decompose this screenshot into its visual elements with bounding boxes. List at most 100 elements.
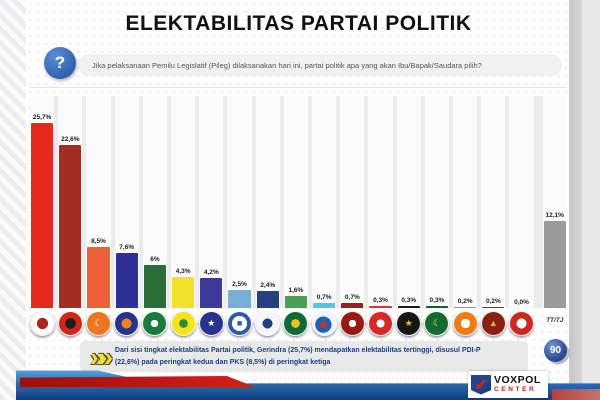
survey-question-pill: Jika pelaksanaan Pemilu Legislatif (Pile… xyxy=(78,54,562,76)
bar-value-label: 0,3% xyxy=(429,297,445,304)
lower-third-red-stripe xyxy=(20,376,255,387)
gerindra-logo xyxy=(29,311,55,336)
hanura-logo xyxy=(339,311,365,336)
bar xyxy=(200,278,223,308)
chart-column: 7,6% xyxy=(114,96,140,345)
right-edge-margin xyxy=(582,0,600,400)
chart-column: 12,1% TT/TJ xyxy=(542,96,567,345)
chart-column: 0,2% ▲ xyxy=(480,96,506,345)
bar-value-label: 0,2% xyxy=(457,298,473,305)
column-plot-area: 2,5% xyxy=(227,96,252,308)
divider-line xyxy=(30,87,567,88)
pan-logo: ■ xyxy=(227,311,253,336)
column-plot-area: 0,2% xyxy=(453,96,478,308)
pbb-logo: ☾ xyxy=(424,311,450,336)
bar xyxy=(397,306,420,308)
chart-column: 6% xyxy=(142,96,168,345)
bar-value-label: 0,3% xyxy=(373,297,388,304)
chart-column: 4,3% xyxy=(170,96,196,345)
column-plot-area: 0,7% xyxy=(340,96,365,308)
diagonal-stripes-decoration xyxy=(0,0,26,400)
conclusion-note: »» Dari sisi tingkat elektabilitas Parta… xyxy=(80,341,528,372)
chart-column: 0,3% ★ xyxy=(396,96,422,345)
bar xyxy=(454,307,477,308)
ummat-logo: ★ xyxy=(396,311,422,336)
bar-chart: 25,7% 22,6% 8,5% ☾ xyxy=(29,96,567,345)
chart-column: 22,6% xyxy=(57,96,83,345)
page-number-badge: 90 xyxy=(544,339,567,362)
bar-value-label: 4,3% xyxy=(175,268,191,275)
buruh-logo xyxy=(452,311,478,336)
party-logo-glyph: ▲ xyxy=(488,318,498,328)
bar xyxy=(256,291,279,308)
chart-column: 0,7% xyxy=(311,96,337,345)
bar-value-label: 0,3% xyxy=(401,297,417,304)
bar-value-label: 2,5% xyxy=(232,281,247,288)
bar-value-label: 0,7% xyxy=(316,294,332,301)
chart-column: 4,2% ★ xyxy=(198,96,224,345)
chart-column: 1,6% xyxy=(283,96,309,345)
column-plot-area: 4,2% xyxy=(199,96,224,308)
chart-column: 0,3% ☾ xyxy=(424,96,450,345)
gelora-logo xyxy=(311,311,337,336)
pks-logo: ☾ xyxy=(86,311,112,336)
bar-value-label: 8,5% xyxy=(91,238,106,245)
bar-value-label: 25,7% xyxy=(32,114,52,121)
party-logo-glyph: ☾ xyxy=(432,318,441,328)
lower-third-red-stripe-right xyxy=(552,389,600,400)
voxpol-center: CENTER xyxy=(494,385,537,393)
column-plot-area: 8,5% xyxy=(86,96,111,308)
column-plot-area: 0,3% xyxy=(368,96,393,308)
bar xyxy=(313,303,336,308)
chart-column: 0,3% xyxy=(368,96,394,345)
bar xyxy=(59,145,82,308)
party-logo-glyph: ■ xyxy=(236,318,243,328)
column-plot-area: 0,7% xyxy=(312,96,337,308)
column-plot-area: 0,0% xyxy=(509,96,534,308)
question-mark-icon: ? xyxy=(44,47,76,79)
bar-value-label: 22,6% xyxy=(61,136,80,143)
bar-value-label: 1,6% xyxy=(288,287,304,294)
column-plot-area: 0,3% xyxy=(424,96,450,308)
demokrat-logo: ★ xyxy=(198,311,224,336)
bar xyxy=(143,265,167,308)
bar xyxy=(543,221,566,308)
bar-value-label: 0,0% xyxy=(514,299,529,306)
bar xyxy=(115,253,138,308)
bar-value-label: 0,7% xyxy=(344,294,360,301)
chart-column: 8,5% ☾ xyxy=(86,96,112,345)
page-title: ELEKTABILITAS PARTAI POLITIK xyxy=(125,12,472,35)
bar xyxy=(425,306,449,308)
column-plot-area: 2,4% xyxy=(255,96,280,308)
pkb-logo xyxy=(142,311,168,336)
column-plot-area: 12,1% xyxy=(542,96,567,308)
voxpol-check-icon: ✔ xyxy=(471,374,491,395)
bar-value-label: 2,4% xyxy=(260,282,276,289)
psi-logo xyxy=(368,311,394,336)
chart-column: 2,4% xyxy=(255,96,281,345)
survey-question-text: Jika pelaksanaan Pemilu Legislatif (Pile… xyxy=(92,60,482,70)
conclusion-text: Dari sisi tingkat elektabilitas Partai p… xyxy=(114,347,481,366)
voxpol-name: VOXPOL xyxy=(494,374,541,387)
party-logo-glyph: ★ xyxy=(207,318,216,328)
pdip-logo xyxy=(57,311,83,336)
bar-value-label: 4,2% xyxy=(203,269,219,276)
column-plot-area: 0,3% xyxy=(396,96,421,308)
chart-column: 25,7% xyxy=(29,96,55,345)
bar xyxy=(341,303,364,308)
chart-column: 0,2% xyxy=(452,96,478,345)
bar xyxy=(482,307,505,308)
party-logo-glyph: ☾ xyxy=(94,318,103,328)
nasdem-logo xyxy=(114,311,140,336)
perindo-logo xyxy=(255,311,281,336)
axis-label: TT/TJ xyxy=(546,317,564,324)
bar xyxy=(228,290,251,308)
bar xyxy=(284,296,308,308)
golkar-logo xyxy=(170,311,196,336)
garuda-logo: ▲ xyxy=(480,311,506,336)
bar xyxy=(30,123,54,308)
bar-value-label: 0,2% xyxy=(485,298,501,305)
bar-value-label: 7,6% xyxy=(119,244,135,251)
bar xyxy=(87,247,110,308)
pkn-logo xyxy=(509,311,535,336)
